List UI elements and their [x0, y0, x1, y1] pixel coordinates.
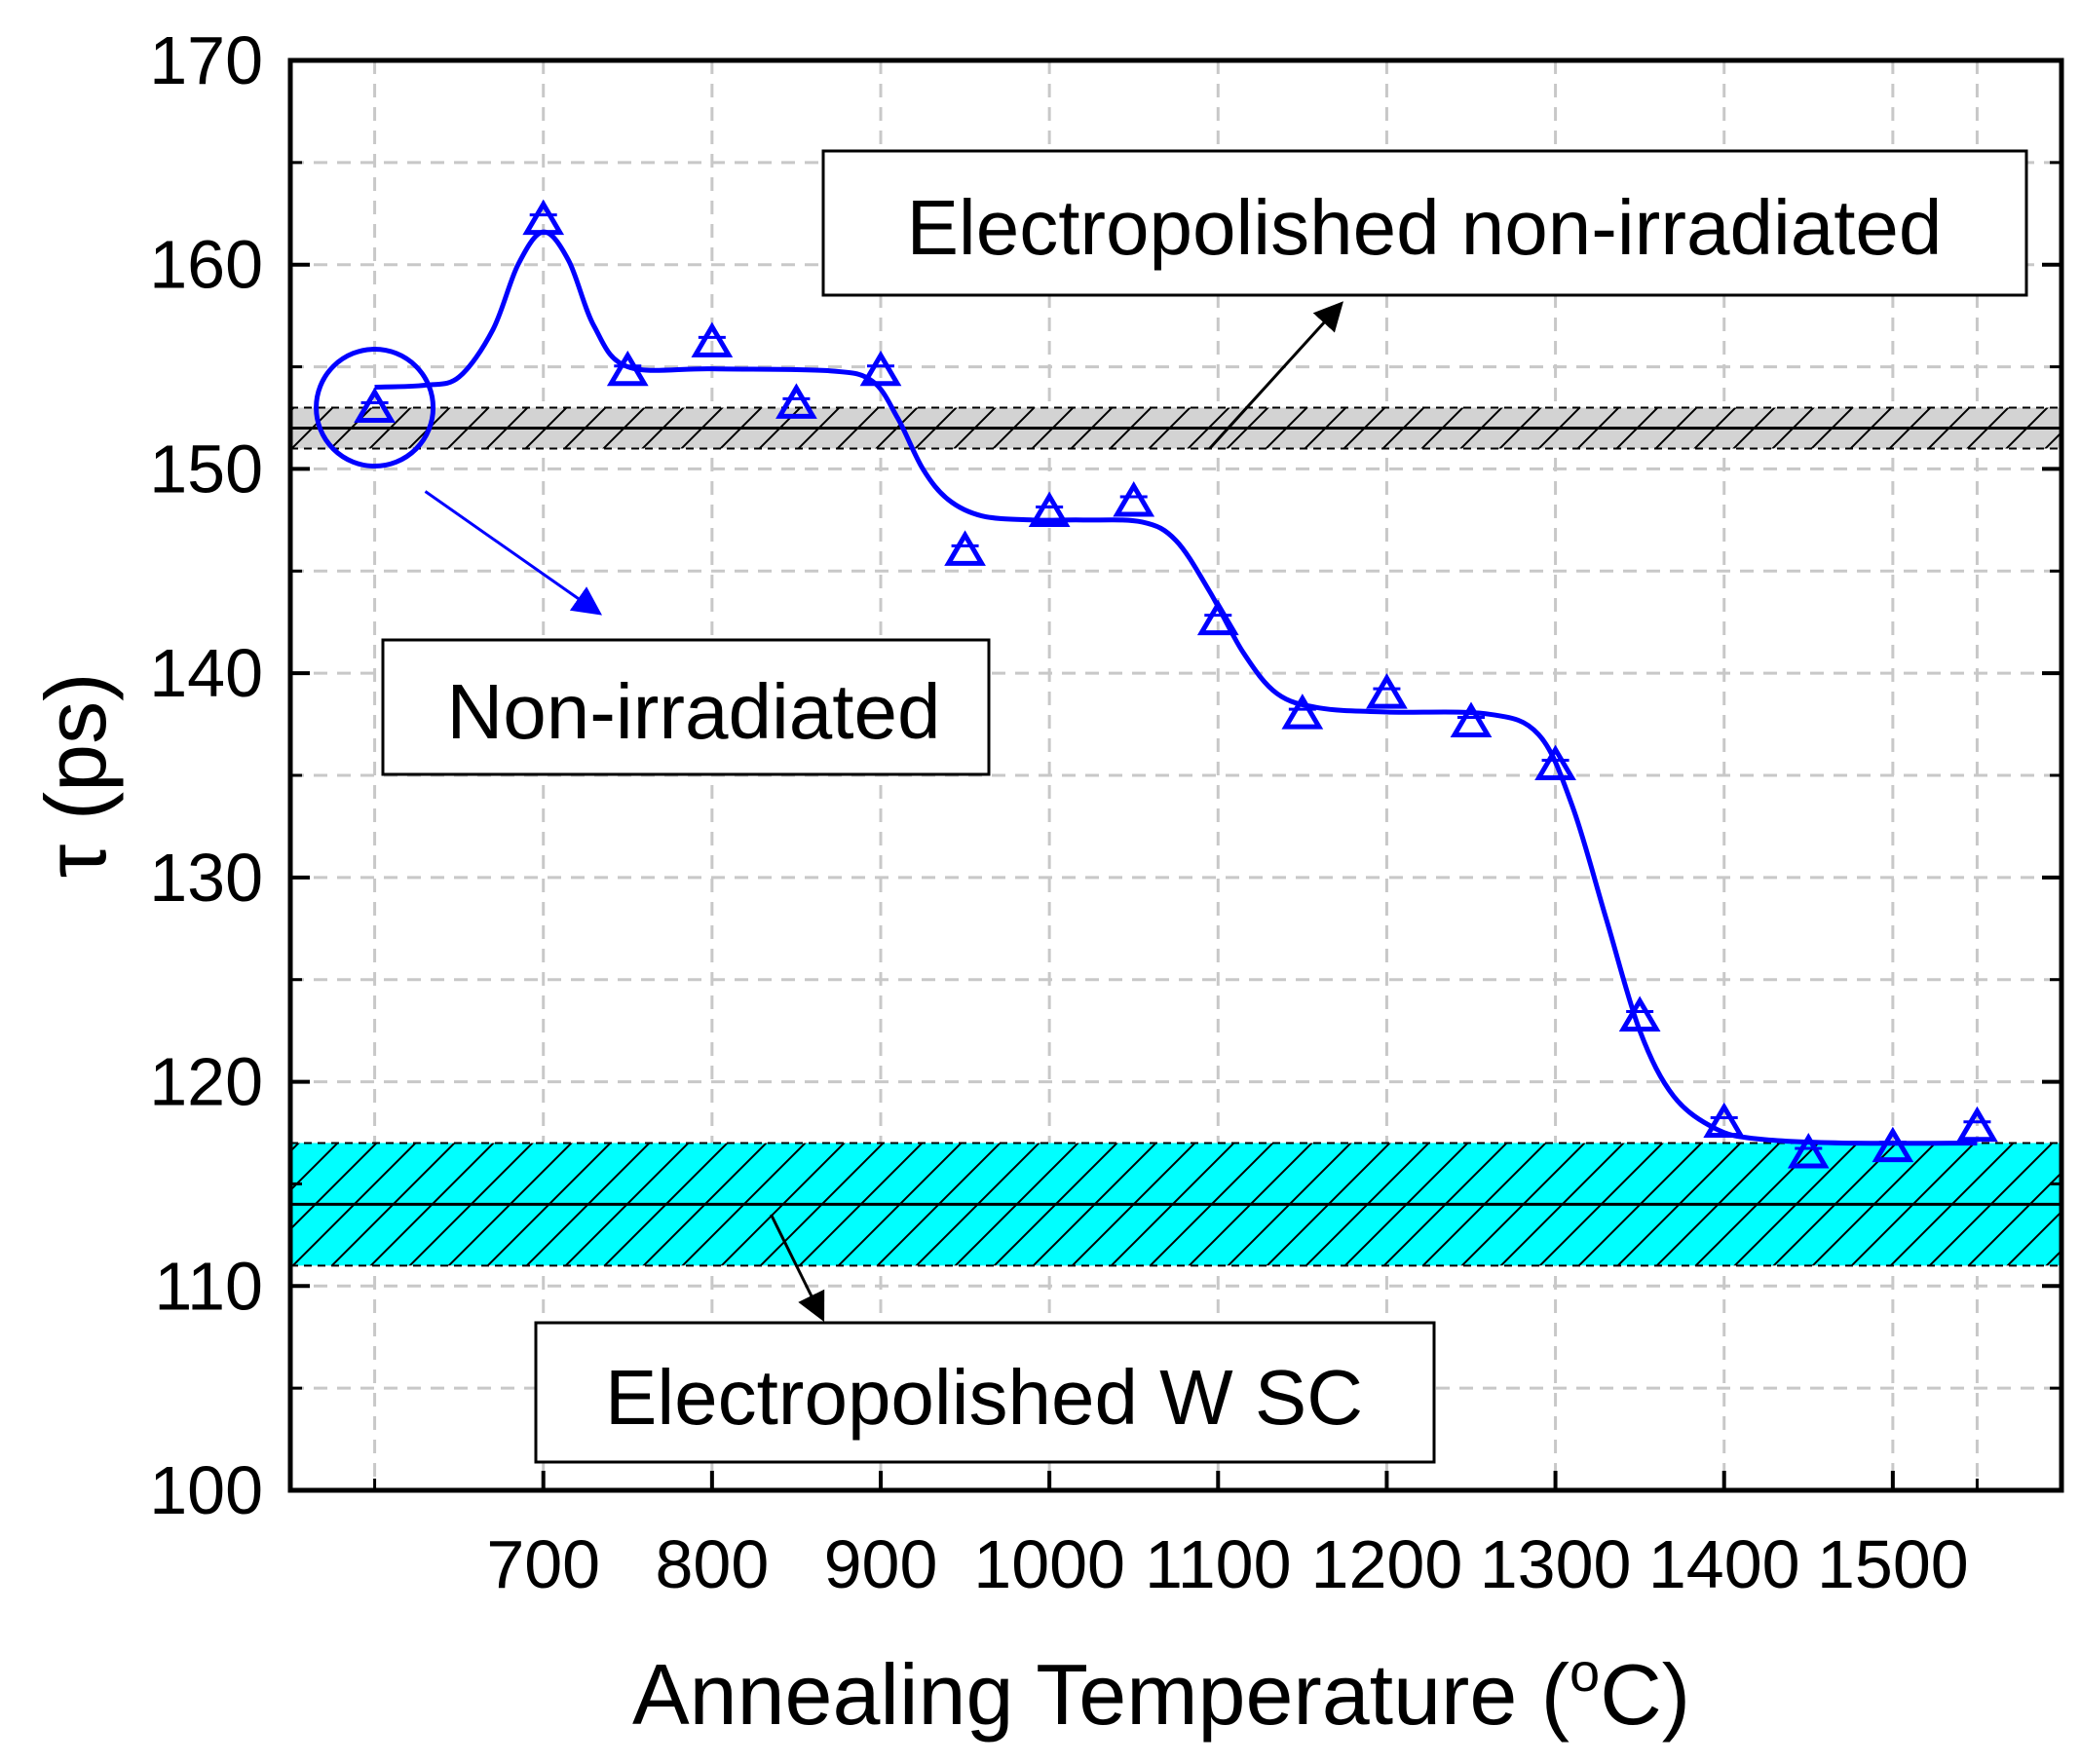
- data-point: [944, 530, 986, 566]
- y-tick-label: 110: [154, 1248, 263, 1324]
- y-tick-label: 120: [149, 1044, 263, 1120]
- tick-labels: 700 800 900 1000 1100 1200 1300 1400 1500 100 110 1…: [149, 22, 1969, 1602]
- data-point: [859, 350, 902, 387]
- data-points: [354, 199, 1998, 1169]
- x-tick-label: 1100: [1145, 1526, 1292, 1602]
- annotation-electropolished-w-sc: Electropolished W SC: [534, 1214, 1436, 1464]
- x-tick-label: 800: [655, 1526, 769, 1602]
- axis-ticks: [290, 58, 2061, 1492]
- x-tick-label: 1400: [1648, 1526, 1800, 1602]
- x-tick-label: 1200: [1311, 1526, 1463, 1602]
- data-point: [1028, 491, 1071, 527]
- highlight-group: [314, 347, 436, 469]
- y-tick-label: 160: [149, 227, 263, 303]
- y-tick-label: 150: [149, 431, 263, 507]
- data-point: [1534, 744, 1576, 781]
- reference-bands: [290, 406, 2061, 1267]
- data-point: [775, 383, 817, 419]
- fit-curve-group: [374, 229, 1978, 1146]
- x-tick-label: 1000: [973, 1526, 1125, 1602]
- x-axis-title-degree: o: [1569, 1641, 1600, 1703]
- data-point: [1618, 995, 1661, 1032]
- y-tick-label: 140: [149, 635, 263, 711]
- x-tick-label: 1300: [1480, 1526, 1632, 1602]
- data-point: [1956, 1106, 1998, 1143]
- x-tick-label: 1500: [1817, 1526, 1969, 1602]
- annotation-arrow-non-irradiated-ref: [1208, 301, 1343, 450]
- x-tick-label: 700: [486, 1526, 600, 1602]
- y-tick-label: 130: [149, 840, 263, 916]
- data-point: [1872, 1126, 1914, 1163]
- y-axis-title: τ (ps): [27, 673, 124, 879]
- annotation-label: Electropolished non-irradiated: [907, 184, 1943, 271]
- x-axis-title-unit: C): [1600, 1646, 1690, 1743]
- x-axis-title-main: Annealing Temperature (: [632, 1646, 1569, 1743]
- data-point: [354, 387, 396, 424]
- annotation-arrow-non-irradiated: [424, 490, 603, 616]
- fit-curve: [374, 229, 1978, 1146]
- data-point: [1787, 1133, 1830, 1169]
- annotation-non-irradiated: Non-irradiated: [381, 490, 991, 776]
- data-point: [606, 350, 649, 387]
- data-point: [522, 199, 565, 236]
- annotation-arrow-w-sc: [770, 1214, 825, 1323]
- data-point: [691, 321, 734, 357]
- data-point: [1196, 599, 1239, 636]
- data-point: [1281, 694, 1324, 730]
- data-point: [1450, 701, 1493, 737]
- x-tick-label: 900: [824, 1526, 938, 1602]
- y-tick-label: 170: [149, 22, 263, 98]
- y-tick-label: 100: [149, 1452, 263, 1528]
- annotation-box: [534, 1321, 1436, 1464]
- annotation-label: Non-irradiated: [447, 668, 941, 755]
- highlight-circle: [314, 347, 436, 469]
- data-point: [1113, 481, 1155, 517]
- annotation-label: Electropolished W SC: [605, 1354, 1363, 1441]
- annotation-electropolished-non-irradiated: Electropolished non-irradiated: [821, 149, 2028, 450]
- annotation-box: [821, 149, 2028, 297]
- data-point: [1703, 1102, 1746, 1139]
- data-point: [1366, 673, 1408, 709]
- x-axis-title: Annealing Temperature (oC): [632, 1641, 1690, 1743]
- annotation-box: [381, 638, 991, 776]
